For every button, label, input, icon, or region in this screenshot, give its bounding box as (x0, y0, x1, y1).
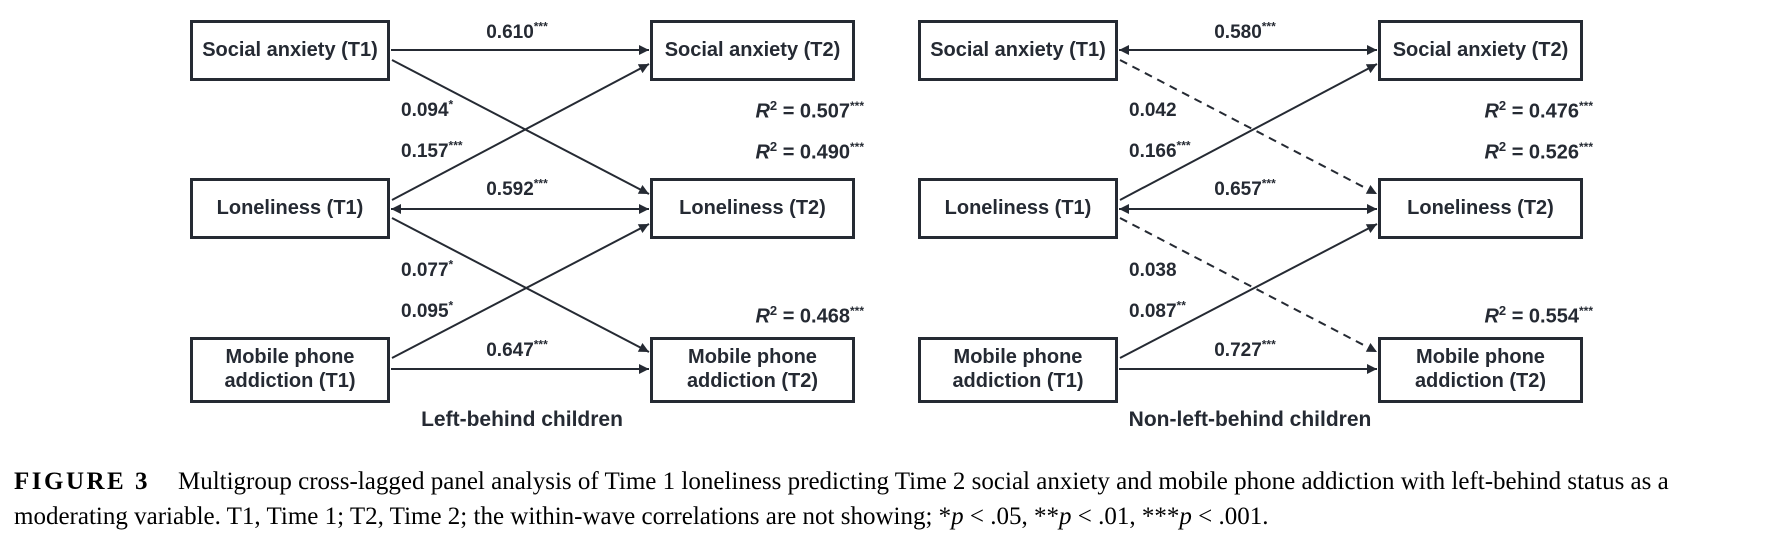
left-r2-social-anxiety-t2: R2 = 0.507*** (755, 97, 864, 123)
left-coef-sa1-lon2: 0.094* (401, 97, 454, 121)
right-r2-social-anxiety-t2: R2 = 0.476*** (1484, 97, 1593, 123)
right-box-loneliness-t1: Loneliness (T1) (918, 178, 1118, 239)
right-coef-mpa1-lon2: 0.087** (1129, 298, 1186, 322)
left-path-mpa1-to-lon2 (391, 223, 650, 359)
path-diagram-arrows (391, 45, 1378, 374)
right-path-lon1-to-sa2 (1119, 63, 1378, 201)
right-coef-lon1-sa2: 0.166*** (1129, 138, 1191, 162)
left-box-mobile-phone-addiction-t2: Mobile phone addiction (T2) (650, 337, 855, 403)
figure-number-label: FIGURE 3 (14, 468, 150, 495)
right-path-mpa1-to-lon2 (1119, 223, 1378, 359)
right-panel-caption: Non-left-behind children (1128, 408, 1372, 431)
right-path-lon1-to-mpa2-dashed (1119, 217, 1378, 353)
right-coef-sa1-sa2: 0.580*** (1214, 19, 1276, 43)
right-path-sa1-to-lon2-dashed (1119, 59, 1378, 195)
left-coef-lon1-sa2: 0.157*** (401, 138, 463, 162)
left-box-social-anxiety-t1: Social anxiety (T1) (190, 20, 390, 81)
sig-three-threshold: < .001. (1191, 503, 1269, 530)
right-coef-lon1-mpa2: 0.038 (1129, 260, 1177, 281)
left-path-lon1-to-mpa2 (391, 217, 650, 353)
left-box-mobile-phone-addiction-t1: Mobile phone addiction (T1) (190, 337, 390, 403)
left-r2-mobile-phone-addiction-t2: R2 = 0.468*** (755, 302, 864, 328)
right-box-social-anxiety-t1: Social anxiety (T1) (918, 20, 1118, 81)
left-coef-lon1-lon2: 0.592*** (486, 176, 548, 200)
sig-one-p: p (951, 503, 964, 530)
right-box-mobile-phone-addiction-t2: Mobile phone addiction (T2) (1378, 337, 1583, 403)
left-coef-lon1-mpa2: 0.077* (401, 257, 454, 281)
right-r2-mobile-phone-addiction-t2: R2 = 0.554*** (1484, 302, 1593, 328)
sig-two-stars: ** (1034, 503, 1060, 530)
sig-one-threshold: < .05, (963, 503, 1035, 530)
right-box-loneliness-t2: Loneliness (T2) (1378, 178, 1583, 239)
left-coef-sa1-sa2: 0.610*** (486, 19, 548, 43)
left-coef-mpa1-lon2: 0.095* (401, 298, 454, 322)
right-coef-mpa1-mpa2: 0.727*** (1214, 337, 1276, 361)
left-r2-loneliness-t2: R2 = 0.490*** (755, 138, 864, 164)
sig-three-p: p (1179, 503, 1192, 530)
sig-one-stars: * (938, 503, 952, 530)
caption-body: Multigroup cross-lagged panel analysis o… (14, 468, 1669, 530)
left-path-lon1-to-sa2 (391, 63, 650, 201)
figure-caption: FIGURE 3 Multigroup cross-lagged panel an… (14, 464, 1759, 534)
left-box-social-anxiety-t2: Social anxiety (T2) (650, 20, 855, 81)
left-box-loneliness-t2: Loneliness (T2) (650, 178, 855, 239)
sig-two-threshold: < .01, (1071, 503, 1142, 530)
left-panel-caption: Left-behind children (421, 408, 623, 431)
right-coef-lon1-lon2: 0.657*** (1214, 176, 1276, 200)
right-box-social-anxiety-t2: Social anxiety (T2) (1378, 20, 1583, 81)
sig-three-stars: *** (1141, 503, 1180, 530)
left-coef-mpa1-mpa2: 0.647*** (486, 337, 548, 361)
right-box-mobile-phone-addiction-t1: Mobile phone addiction (T1) (918, 337, 1118, 403)
sig-two-p: p (1059, 503, 1072, 530)
left-path-sa1-to-lon2 (391, 59, 650, 195)
right-coef-sa1-lon2: 0.042 (1129, 100, 1177, 121)
right-r2-loneliness-t2: R2 = 0.526*** (1484, 138, 1593, 164)
left-box-loneliness-t1: Loneliness (T1) (190, 178, 390, 239)
